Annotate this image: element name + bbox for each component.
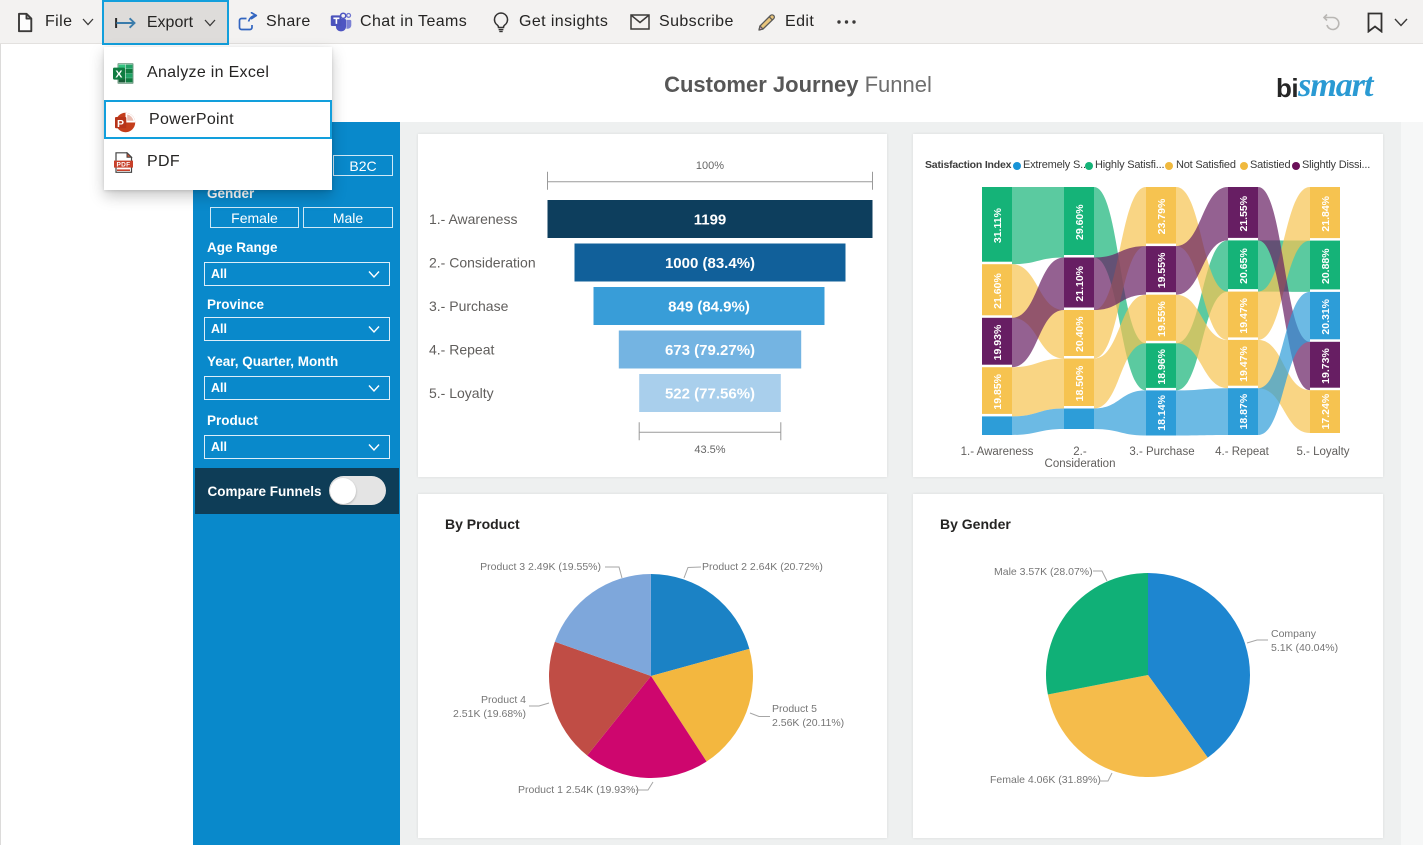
svg-text:18.87%: 18.87%: [1238, 393, 1250, 429]
svg-text:19.85%: 19.85%: [992, 373, 1004, 409]
svg-text:1.- Awareness: 1.- Awareness: [429, 211, 517, 227]
svg-text:18.50%: 18.50%: [1074, 365, 1086, 401]
svg-text:19.47%: 19.47%: [1238, 297, 1250, 333]
svg-text:29.60%: 29.60%: [1074, 204, 1086, 240]
svg-text:5.- Loyalty: 5.- Loyalty: [429, 385, 494, 401]
svg-text:673 (79.27%): 673 (79.27%): [665, 342, 755, 359]
svg-text:18.96%: 18.96%: [1156, 348, 1168, 384]
svg-text:849 (84.9%): 849 (84.9%): [668, 299, 750, 316]
svg-text:1199: 1199: [694, 212, 727, 229]
svg-text:43.5%: 43.5%: [694, 444, 725, 456]
svg-text:31.11%: 31.11%: [992, 207, 1004, 243]
svg-text:21.10%: 21.10%: [1074, 265, 1086, 301]
svg-text:1000 (83.4%): 1000 (83.4%): [665, 255, 755, 272]
svg-text:20.31%: 20.31%: [1320, 298, 1332, 334]
svg-text:PDF: PDF: [117, 161, 131, 168]
svg-text:19.93%: 19.93%: [992, 324, 1004, 360]
svg-text:21.60%: 21.60%: [992, 273, 1004, 309]
svg-text:17.24%: 17.24%: [1320, 393, 1332, 429]
svg-text:P: P: [117, 118, 124, 130]
svg-text:19.47%: 19.47%: [1238, 346, 1250, 382]
svg-text:3.- Purchase: 3.- Purchase: [429, 298, 509, 314]
svg-text:4.- Repeat: 4.- Repeat: [429, 342, 494, 358]
svg-text:100%: 100%: [696, 160, 724, 172]
svg-text:19.73%: 19.73%: [1320, 348, 1332, 384]
svg-text:2.- Consideration: 2.- Consideration: [429, 255, 536, 271]
svg-text:19.55%: 19.55%: [1156, 252, 1168, 288]
svg-text:19.55%: 19.55%: [1156, 301, 1168, 337]
svg-text:20.40%: 20.40%: [1074, 316, 1086, 352]
svg-text:18.14%: 18.14%: [1156, 394, 1168, 430]
svg-text:X: X: [115, 68, 122, 80]
svg-text:20.88%: 20.88%: [1320, 248, 1332, 284]
svg-text:20.65%: 20.65%: [1238, 248, 1250, 284]
svg-text:21.84%: 21.84%: [1320, 195, 1332, 231]
svg-text:21.55%: 21.55%: [1238, 195, 1250, 231]
svg-text:23.79%: 23.79%: [1156, 198, 1168, 234]
svg-text:522 (77.56%): 522 (77.56%): [665, 386, 755, 403]
